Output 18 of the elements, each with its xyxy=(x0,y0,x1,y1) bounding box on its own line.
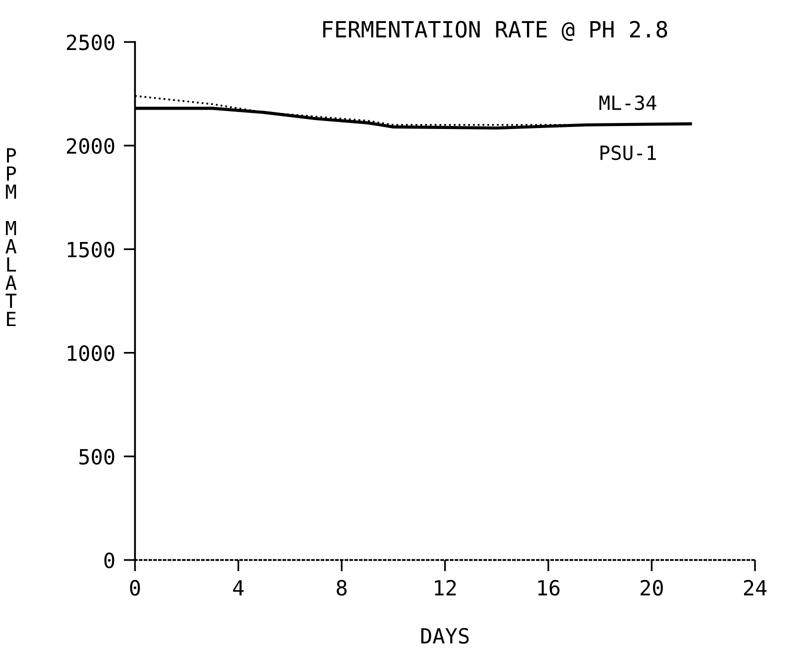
x-tick-label: 20 xyxy=(640,580,663,596)
chart-title: FERMENTATION RATE @ PH 2.8 xyxy=(323,20,668,41)
y-tick-label: 1000 xyxy=(68,345,114,362)
x-tick-label: 12 xyxy=(434,580,456,596)
x-tick-label: 8 xyxy=(336,580,347,596)
series-label: PSU-1 xyxy=(600,145,656,160)
x-axis-title: DAYS xyxy=(421,628,469,644)
y-tick-label: 500 xyxy=(79,448,114,465)
x-tick-label: 0 xyxy=(130,580,140,596)
y-tick-label: 0 xyxy=(104,552,114,568)
x-tick-label: 24 xyxy=(744,580,767,596)
x-tick-label: 16 xyxy=(538,580,560,596)
y-tick-label: 1500 xyxy=(68,242,114,258)
y-tick-label: 2500 xyxy=(66,34,114,50)
series-label: ML-34 xyxy=(599,95,656,110)
text: PPM MALATE xyxy=(6,148,17,326)
y-tick-label: 2000 xyxy=(66,138,114,154)
x-tick-label: 4 xyxy=(233,580,244,596)
